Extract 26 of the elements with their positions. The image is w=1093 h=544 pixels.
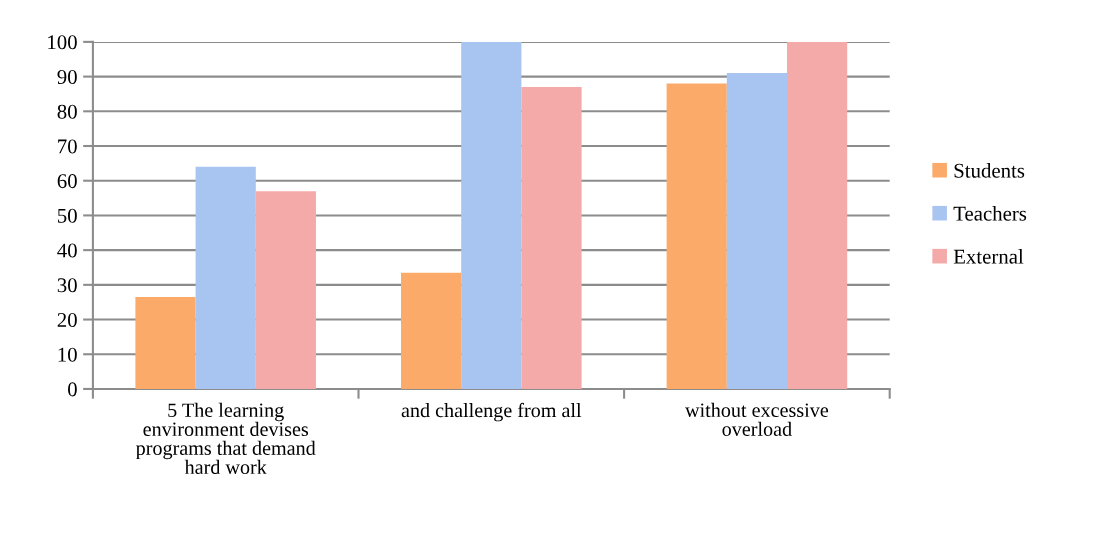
x-tick-label: 5 The learning environment devises programs that demand hard work (135, 402, 316, 475)
bar (255, 191, 317, 389)
bar (135, 296, 196, 389)
y-tick-label: 80 (57, 104, 77, 119)
bar (195, 166, 256, 389)
y-tick-label: 0 (68, 382, 77, 397)
x-tick-label: without excessive overload (685, 402, 829, 436)
y-tick-label: 60 (57, 174, 77, 189)
x-tick-label: and challenge from all (401, 402, 582, 422)
y-tick-label: 100 (48, 35, 77, 50)
bar (787, 41, 848, 389)
bar (726, 73, 787, 389)
y-tick-label: 20 (57, 312, 77, 327)
legend-label: Teachers (953, 206, 1027, 221)
y-tick-label: 70 (58, 139, 77, 154)
y-tick-label: 10 (58, 347, 77, 362)
y-tick-label: 30 (57, 278, 77, 293)
y-tick-label: 90 (57, 69, 77, 85)
legend-label: External (953, 249, 1024, 264)
bar (521, 87, 582, 389)
bar (666, 83, 727, 389)
bar (401, 272, 462, 389)
y-tick-label: 50 (58, 208, 77, 223)
bar (461, 41, 522, 389)
y-tick-label: 40 (57, 243, 77, 258)
legend-label: Students (954, 163, 1025, 178)
